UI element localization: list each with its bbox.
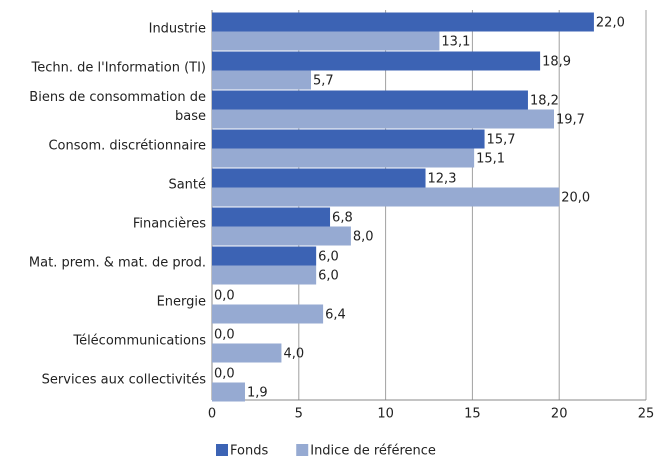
y-tick-label: Financières (132, 216, 206, 232)
data-label: 15,7 (487, 133, 516, 148)
bar (212, 207, 331, 227)
bar (212, 109, 554, 129)
bar (212, 226, 351, 246)
x-tick-label: 10 (377, 407, 394, 422)
data-label: 6,4 (325, 308, 346, 323)
data-label: 6,0 (318, 269, 339, 284)
y-tick-label: Energie (156, 294, 206, 310)
data-label: 15,1 (476, 152, 505, 167)
bar (212, 382, 245, 402)
data-label: 18,2 (530, 94, 559, 109)
data-label: 20,0 (561, 191, 590, 206)
x-tick-label: 0 (208, 407, 216, 422)
data-label: 8,0 (353, 230, 374, 245)
bar (212, 129, 485, 149)
data-label: 0,0 (214, 367, 235, 382)
x-tick-label: 25 (638, 407, 655, 422)
data-label: 0,0 (214, 328, 235, 343)
bar (212, 265, 317, 285)
data-label: 22,0 (596, 16, 625, 31)
y-tick-label: Biens de consommation de base (29, 90, 206, 124)
y-tick-label: Consom. discrétionnaire (48, 138, 206, 154)
x-tick-label: 15 (464, 407, 481, 422)
data-label: 1,9 (247, 386, 268, 401)
legend-label: Indice de référence (310, 444, 436, 459)
bar (212, 168, 426, 188)
data-label: 19,7 (556, 113, 585, 128)
data-label: 6,0 (318, 250, 339, 265)
y-tick-label: Télécommunications (73, 333, 206, 349)
bar (212, 90, 528, 110)
bar (212, 246, 317, 266)
data-label: 6,8 (332, 211, 353, 226)
bar (212, 148, 475, 168)
data-label: 0,0 (214, 289, 235, 304)
y-tick-label: Mat. prem. & mat. de prod. (28, 255, 206, 271)
bar (212, 12, 594, 32)
bar (212, 31, 440, 51)
y-tick-label: Industrie (148, 21, 206, 37)
data-label: 5,7 (313, 74, 334, 89)
legend-label: Fonds (230, 444, 268, 459)
bar (212, 70, 311, 90)
bar (212, 343, 282, 363)
legend-swatch (296, 444, 309, 456)
data-label: 18,9 (542, 55, 571, 70)
y-tick-label: Santé (168, 177, 206, 193)
y-tick-label: Techn. de l'Information (TI) (31, 60, 207, 76)
legend-swatch (216, 444, 228, 456)
data-label: 13,1 (441, 35, 470, 50)
x-tick-label: 5 (295, 407, 303, 422)
bar (212, 51, 541, 71)
data-label: 12,3 (428, 172, 457, 187)
bar (212, 187, 560, 207)
y-tick-label: Services aux collectivités (41, 372, 206, 388)
data-label: 4,0 (283, 347, 304, 362)
x-tick-label: 20 (551, 407, 568, 422)
bar (212, 304, 324, 324)
